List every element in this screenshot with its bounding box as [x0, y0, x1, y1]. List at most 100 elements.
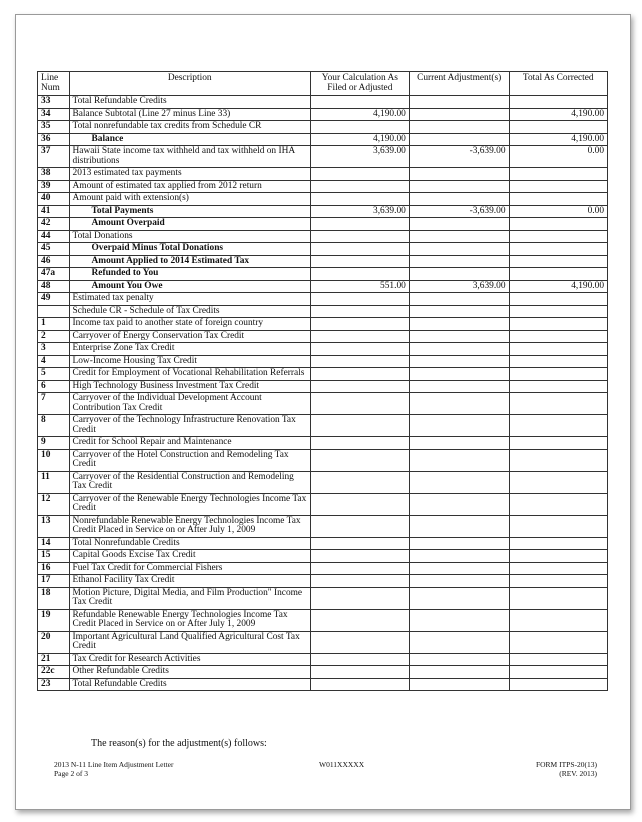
description-cell: Ethanol Facility Tax Credit	[68, 574, 311, 588]
description-cell: Motion Picture, Digital Media, and Film …	[68, 586, 311, 610]
description-cell: Balance Subtotal (Line 27 minus Line 33)	[68, 107, 311, 121]
footer-code: W011XXXXX	[319, 760, 365, 769]
line-num-cell: 14	[37, 536, 70, 550]
calculation-cell	[309, 304, 410, 318]
calculation-cell: 4,190.00	[309, 107, 410, 121]
description-cell: Total Donations	[68, 229, 311, 243]
table-row: 4 Low-Income Housing Tax Credit	[37, 354, 609, 368]
calculation-cell	[309, 436, 410, 450]
line-num-cell: 33	[37, 95, 70, 109]
adjustment-cell	[408, 192, 510, 206]
adjustment-cell	[408, 392, 510, 415]
adjustment-cell	[408, 229, 510, 243]
adjustment-cell	[408, 574, 510, 588]
adjustment-cell	[408, 317, 510, 331]
total-cell	[508, 414, 609, 437]
description-cell: Amount Applied to 2014 Estimated Tax	[68, 254, 311, 268]
total-cell	[508, 329, 609, 343]
line-num-cell: 46	[37, 254, 70, 268]
description-cell: Other Refundable Credits	[68, 665, 311, 679]
table-row: 13 Nonrefundable Renewable Energy Technol…	[37, 514, 609, 538]
adjustment-cell	[408, 652, 510, 666]
line-num-cell: 23	[37, 677, 70, 691]
total-cell	[508, 470, 609, 494]
total-cell	[508, 492, 609, 516]
calculation-cell	[309, 192, 410, 206]
table-row: 23 Total Refundable Credits	[37, 677, 609, 691]
calculation-cell	[309, 379, 410, 393]
adjustment-cell	[408, 354, 510, 368]
calculation-cell	[309, 95, 410, 109]
line-num-cell: 1	[37, 317, 70, 331]
total-cell	[508, 586, 609, 610]
total-cell: 4,190.00	[508, 279, 609, 293]
total-cell	[508, 229, 609, 243]
line-num-cell: 3	[37, 342, 70, 356]
adjustment-cell	[408, 120, 510, 134]
total-cell	[508, 379, 609, 393]
total-cell	[508, 95, 609, 109]
calculation-cell	[309, 549, 410, 563]
total-cell	[508, 608, 609, 632]
description-cell: Carryover of Energy Conservation Tax Cre…	[68, 329, 311, 343]
table-row: 36 Balance 4,190.00 4,190.00	[37, 132, 609, 146]
adjustment-cell	[408, 367, 510, 381]
adjustment-cell	[408, 492, 510, 516]
adjustment-cell	[408, 217, 510, 231]
footer-right: FORM ITPS-20(13) (REV. 2013)	[536, 760, 597, 778]
calculation-cell	[309, 492, 410, 516]
calculation-cell	[309, 292, 410, 306]
adjustment-cell	[408, 254, 510, 268]
total-cell	[508, 574, 609, 588]
total-cell	[508, 254, 609, 268]
letter-title: 2013 N-11 Line Item Adjustment Letter	[54, 760, 174, 769]
line-num-cell: 19	[37, 608, 70, 632]
line-num-cell: 44	[37, 229, 70, 243]
description-cell: Capital Goods Excise Tax Credit	[68, 549, 311, 563]
line-num-cell: 40	[37, 192, 70, 206]
line-num-cell: 34	[37, 107, 70, 121]
table-row: 8 Carryover of the Technology Infrastruct…	[37, 414, 609, 437]
line-num-cell: 41	[37, 204, 70, 218]
total-cell	[508, 304, 609, 318]
adjustment-cell	[408, 242, 510, 256]
total-cell	[508, 392, 609, 415]
description-cell: Total Refundable Credits	[68, 95, 311, 109]
total-cell	[508, 561, 609, 575]
adjustment-cell	[408, 677, 510, 691]
description-cell: Credit for School Repair and Maintenance	[68, 436, 311, 450]
table-row: 2 Carryover of Energy Conservation Tax Cr…	[37, 329, 609, 343]
adjustment-cell	[408, 448, 510, 472]
description-cell: Refunded to You	[68, 267, 311, 281]
table-row: 42 Amount Overpaid	[37, 217, 609, 231]
description-cell: Tax Credit for Research Activities	[68, 652, 311, 666]
description-cell: Carryover of the Renewable Energy Techno…	[68, 492, 311, 516]
description-cell: High Technology Business Investment Tax …	[68, 379, 311, 393]
calculation-cell	[309, 536, 410, 550]
calculation-cell	[309, 179, 410, 193]
total-cell	[508, 317, 609, 331]
table-row: 9 Credit for School Repair and Maintenanc…	[37, 436, 609, 450]
line-num-cell: 20	[37, 630, 70, 654]
table-row: 11 Carryover of the Residential Construct…	[37, 470, 609, 494]
total-cell	[508, 354, 609, 368]
calculation-cell	[309, 229, 410, 243]
adjustment-cell: -3,639.00	[408, 145, 510, 168]
description-cell: Overpaid Minus Total Donations	[68, 242, 311, 256]
adjustment-cell	[408, 379, 510, 393]
line-num-cell: 8	[37, 414, 70, 437]
total-cell: 0.00	[508, 145, 609, 168]
table-row: 5 Credit for Employment of Vocational Reh…	[37, 367, 609, 381]
line-num-cell: 22c	[37, 665, 70, 679]
calculation-cell	[309, 574, 410, 588]
table-row: 3 Enterprise Zone Tax Credit	[37, 342, 609, 356]
total-cell	[508, 292, 609, 306]
table-row: 49 Estimated tax penalty	[37, 292, 609, 306]
total-cell	[508, 549, 609, 563]
calculation-cell	[309, 267, 410, 281]
table-row: 14 Total Nonrefundable Credits	[37, 536, 609, 550]
page-number: Page 2 of 3	[54, 769, 88, 778]
calculation-cell	[309, 470, 410, 494]
description-cell: Carryover of the Individual Development …	[68, 392, 311, 415]
description-cell: Carryover of the Technology Infrastructu…	[68, 414, 311, 437]
